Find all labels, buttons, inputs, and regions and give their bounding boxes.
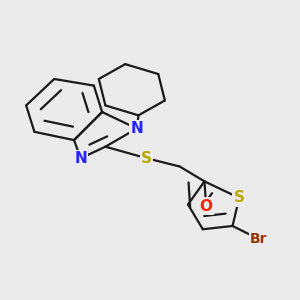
Text: N: N: [74, 151, 87, 166]
Text: N: N: [130, 121, 143, 136]
Text: S: S: [141, 151, 152, 166]
Text: O: O: [200, 199, 213, 214]
Text: Br: Br: [250, 232, 268, 246]
Text: S: S: [234, 190, 245, 206]
